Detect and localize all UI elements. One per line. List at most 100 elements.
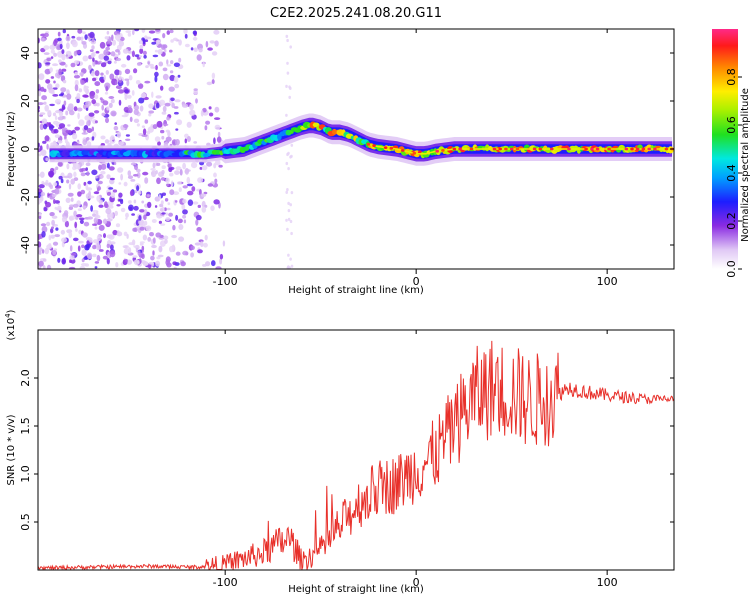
- heatmap-noise-cell: [144, 39, 149, 42]
- heatmap-noise-cell: [86, 137, 90, 141]
- heatmap-noise-cell: [120, 207, 126, 213]
- heatmap-noise-cell: [38, 213, 42, 217]
- heatmap-noise-cell: [78, 217, 85, 221]
- heatmap-noise-cell: [125, 258, 128, 263]
- heatmap-noise-cell: [44, 104, 49, 112]
- heatmap-noise-cell: [142, 50, 147, 56]
- heatmap-noise-cell: [197, 204, 201, 208]
- heatmap-noise-cell: [95, 175, 98, 179]
- heatmap-noise-cell: [175, 214, 179, 221]
- heatmap-noise-cell: [106, 191, 112, 196]
- spectrogram-y-axis-label: Frequency (Hz): [6, 111, 17, 187]
- heatmap-noise-cell: [172, 224, 176, 231]
- heatmap-noise-cell: [90, 72, 94, 76]
- heatmap-noise-cell: [54, 206, 58, 210]
- heatmap-noise-cell: [64, 220, 69, 228]
- colorbar-tick-label: 0.4: [725, 164, 738, 182]
- heatmap-noise-cell: [170, 60, 174, 65]
- heatmap-noise-cell: [59, 210, 62, 213]
- heatmap-noise-cell: [42, 265, 46, 269]
- heatmap-noise-cell: [183, 29, 188, 35]
- heatmap-noise-cell: [127, 107, 133, 114]
- heatmap-noise-cell: [40, 149, 47, 156]
- heatmap-noise-cell: [285, 113, 288, 117]
- heatmap-noise-cell: [118, 75, 122, 81]
- heatmap-noise-cell: [95, 50, 100, 54]
- heatmap-noise-cell: [187, 190, 194, 196]
- heatmap-noise-cell: [88, 190, 91, 197]
- colorbar-gradient: [712, 29, 738, 269]
- heatmap-noise-cell: [157, 254, 164, 258]
- heatmap-ridge-peak: [372, 144, 376, 148]
- snr-panel: -100 0 100 0.5 1.0 1.5 2.0 Height of straight…: [4, 309, 675, 595]
- heatmap-noise-cell: [133, 259, 140, 266]
- heatmap-noise-cell: [82, 55, 89, 62]
- heatmap-noise-cell: [74, 74, 80, 79]
- heatmap-noise-cell: [181, 203, 186, 211]
- heatmap-noise-cell: [115, 262, 119, 268]
- heatmap-noise-cell: [120, 173, 123, 181]
- heatmap-noise-cell: [79, 265, 86, 269]
- heatmap-noise-cell: [46, 221, 51, 227]
- x-tick-label: -100: [213, 576, 238, 589]
- heatmap-noise-cell: [58, 68, 62, 76]
- heatmap-noise-cell: [211, 51, 218, 56]
- heatmap-noise-cell: [123, 106, 130, 113]
- heatmap-noise-cell: [106, 162, 110, 169]
- snr-scale-prefix: (x10: [6, 318, 17, 341]
- heatmap-noise-cell: [156, 162, 161, 166]
- heatmap-noise-cell: [287, 167, 290, 171]
- heatmap-noise-cell: [167, 163, 172, 168]
- heatmap-noise-cell: [123, 124, 129, 128]
- heatmap-noise-cell: [123, 231, 128, 237]
- heatmap-noise-cell: [217, 131, 221, 137]
- heatmap-noise-cell: [48, 170, 55, 177]
- heatmap-noise-cell: [151, 262, 154, 267]
- heatmap-noise-cell: [161, 192, 166, 196]
- heatmap-noise-cell: [94, 226, 98, 230]
- colorbar-tick-label: 0.0: [725, 260, 738, 278]
- heatmap-noise-cell: [160, 223, 166, 226]
- heatmap-noise-cell: [52, 112, 57, 117]
- x-tick-label: 100: [597, 275, 618, 288]
- heatmap-noise-cell: [134, 105, 140, 111]
- heatmap-noise-cell: [107, 251, 110, 258]
- heatmap-noise-cell: [78, 88, 83, 93]
- heatmap-noise-cell: [51, 219, 55, 226]
- heatmap-ridge-peak: [383, 146, 388, 150]
- heatmap-noise-cell: [193, 141, 198, 144]
- heatmap-noise-cell: [192, 201, 199, 205]
- heatmap-noise-cell: [178, 236, 185, 242]
- heatmap-noise-cell: [84, 115, 91, 121]
- heatmap-noise-cell: [118, 141, 124, 146]
- heatmap-noise-cell: [158, 237, 165, 240]
- heatmap-noise-cell: [290, 191, 294, 195]
- heatmap-noise-cell: [165, 183, 169, 187]
- heatmap-noise-cell: [92, 253, 97, 258]
- heatmap-noise-cell: [155, 64, 158, 71]
- heatmap-noise-cell: [127, 170, 132, 177]
- heatmap-noise-cell: [72, 203, 79, 208]
- heatmap-noise-cell: [171, 244, 175, 250]
- heatmap-noise-cell: [57, 31, 61, 37]
- heatmap-noise-cell: [139, 226, 145, 231]
- heatmap-noise-cell: [38, 247, 43, 252]
- heatmap-noise-cell: [90, 52, 95, 59]
- y-tick-label: 0.5: [19, 513, 32, 531]
- heatmap-noise-cell: [210, 205, 215, 211]
- heatmap-noise-cell: [48, 234, 52, 241]
- heatmap-noise-cell: [39, 171, 45, 178]
- heatmap-noise-cell: [118, 40, 124, 47]
- heatmap-ridge-peak: [595, 147, 600, 151]
- heatmap-noise-cell: [47, 109, 52, 116]
- heatmap-noise-cell: [186, 176, 191, 184]
- heatmap-noise-cell: [136, 185, 140, 192]
- heatmap-noise-cell: [69, 216, 74, 221]
- heatmap-noise-cell: [66, 179, 70, 184]
- heatmap-noise-cell: [118, 182, 122, 185]
- heatmap-noise-cell: [84, 85, 89, 89]
- heatmap-noise-cell: [171, 102, 175, 109]
- heatmap-noise-cell: [160, 85, 164, 91]
- heatmap-noise-cell: [211, 72, 216, 80]
- heatmap-noise-cell: [178, 39, 182, 46]
